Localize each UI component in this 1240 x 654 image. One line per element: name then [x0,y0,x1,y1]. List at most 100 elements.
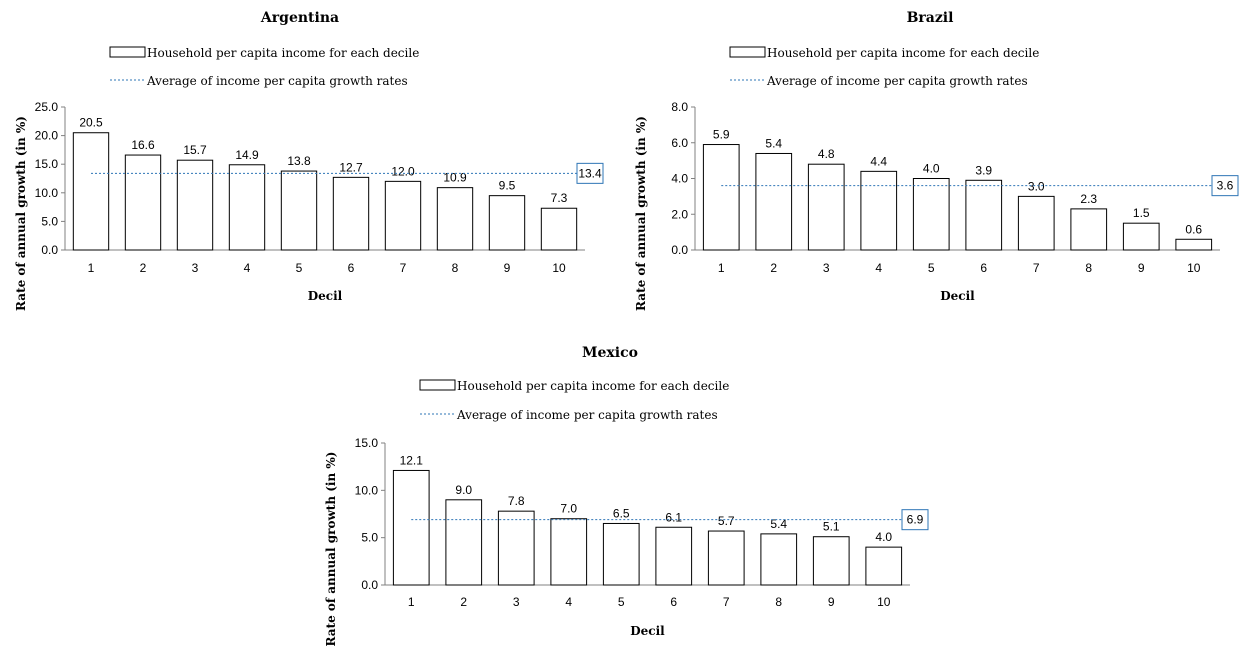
y-axis-title: Rate of annual growth (in %) [324,452,338,647]
legend-label-bars: Household per capita income for each dec… [457,379,729,393]
average-label-box [1211,175,1239,197]
y-axis-title: Rate of annual growth (in %) [14,116,28,311]
bar [965,179,1003,251]
legend-label-average: Average of income per capita growth rate… [146,74,408,88]
average-label-box [576,162,604,184]
data-label: 9.0 [455,483,472,497]
x-tick-label: 6 [670,595,677,609]
x-tick-label: 2 [770,261,777,275]
y-tick-label: 5.0 [41,214,58,228]
bar [488,195,526,251]
x-tick-label: 3 [192,261,199,275]
data-label: 7.0 [560,502,577,516]
x-axis-title: Decil [940,289,975,303]
data-label: 4.4 [870,154,887,168]
bar [865,546,903,586]
bar [384,180,422,251]
x-tick-label: 1 [408,595,415,609]
x-tick-label: 10 [1187,261,1201,275]
data-label: 2.3 [1080,192,1097,206]
data-label: 3.9 [975,163,992,177]
y-tick-label: 5.0 [361,531,378,545]
data-label: 5.1 [823,520,840,534]
x-tick-label: 3 [513,595,520,609]
chart-brazil: Brazil Household per capita income for ea… [634,10,1239,311]
average-label-box [901,509,929,531]
data-label: 5.7 [718,514,735,528]
data-label: 12.7 [339,160,363,174]
x-tick-label: 6 [980,261,987,275]
bar [1175,238,1213,251]
y-tick-label: 20.0 [35,129,59,143]
x-tick-label: 10 [877,595,891,609]
bar [176,159,214,251]
x-tick-label: 7 [1033,261,1040,275]
x-tick-label: 8 [452,261,459,275]
bar [497,510,535,586]
legend-label-bars: Household per capita income for each dec… [767,46,1039,60]
y-tick-label: 10.0 [35,186,59,200]
data-label: 9.5 [499,179,516,193]
bar [72,132,110,251]
x-tick-label: 5 [296,261,303,275]
average-label: 6.9 [907,513,924,527]
chart-title: Argentina [260,10,339,26]
data-label: 5.4 [770,517,787,531]
bar [1017,195,1055,251]
bar [760,533,798,586]
bar [702,144,740,251]
y-tick-label: 15.0 [35,157,59,171]
bar [812,536,850,586]
x-tick-label: 2 [140,261,147,275]
x-tick-label: 1 [88,261,95,275]
data-label: 4.0 [875,530,892,544]
x-tick-label: 4 [565,595,572,609]
x-tick-label: 9 [504,261,511,275]
y-tick-label: 6.0 [671,136,688,150]
bar [755,152,793,251]
x-tick-label: 9 [828,595,835,609]
x-tick-label: 9 [1138,261,1145,275]
x-tick-label: 5 [618,595,625,609]
data-label: 5.9 [713,128,730,142]
x-tick-label: 8 [1085,261,1092,275]
bar [807,163,845,251]
data-label: 6.1 [665,510,682,524]
x-tick-label: 10 [552,261,566,275]
y-tick-label: 0.0 [361,578,378,592]
x-tick-label: 2 [460,595,467,609]
bar [540,207,578,251]
x-tick-label: 3 [823,261,830,275]
x-tick-label: 4 [875,261,882,275]
legend-label-bars: Household per capita income for each dec… [147,46,419,60]
data-label: 6.5 [613,506,630,520]
bar [550,518,588,586]
bar [655,526,693,586]
bar [860,170,898,251]
data-label: 4.0 [923,162,940,176]
bar [445,499,483,586]
y-tick-label: 2.0 [671,207,688,221]
y-tick-label: 10.0 [355,483,379,497]
data-label: 12.0 [391,164,415,178]
average-label: 3.6 [1217,179,1234,193]
bar [436,187,474,251]
legend-bar-swatch [419,379,456,391]
legend-bar-swatch [729,46,766,58]
average-label: 13.4 [578,166,602,180]
data-label: 14.9 [235,148,259,162]
bar [392,469,430,586]
data-label: 4.8 [818,147,835,161]
y-tick-label: 4.0 [671,172,688,186]
x-axis-title: Decil [308,289,343,303]
data-label: 10.9 [443,171,467,185]
x-tick-label: 8 [775,595,782,609]
y-tick-label: 0.0 [41,243,58,257]
bar [912,178,950,251]
bar [707,530,745,586]
x-tick-label: 1 [718,261,725,275]
bar [280,170,318,251]
data-label: 1.5 [1133,206,1150,220]
legend-label-average: Average of income per capita growth rate… [766,74,1028,88]
bar [124,154,162,251]
